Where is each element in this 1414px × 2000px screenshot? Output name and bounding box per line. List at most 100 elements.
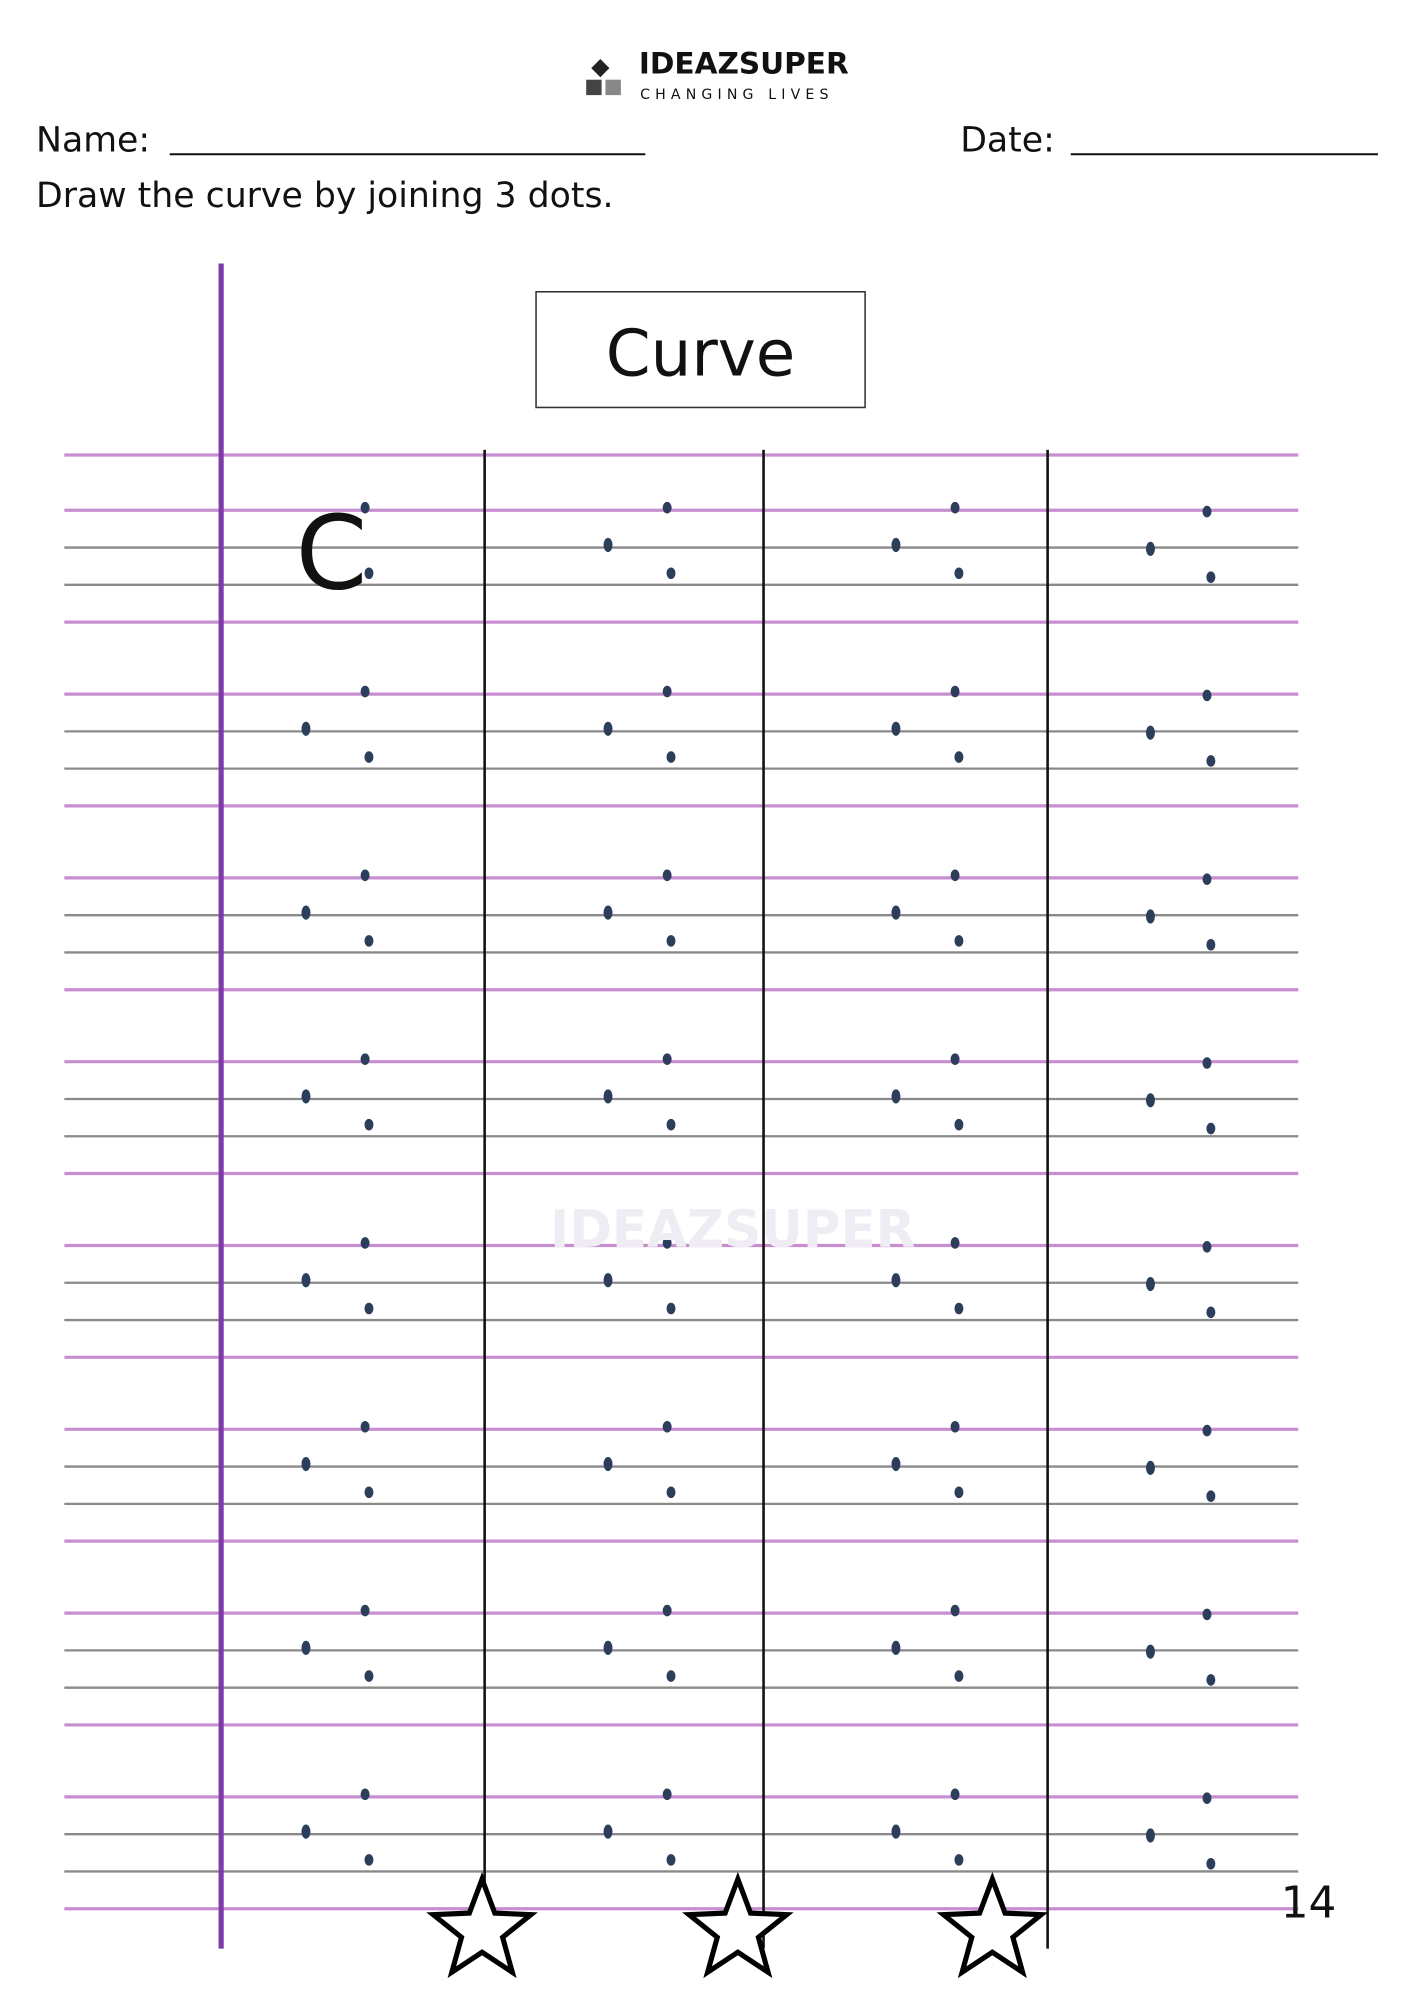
guide-dot	[666, 935, 676, 947]
guide-dot	[666, 1854, 676, 1866]
guide-dot	[666, 567, 676, 580]
guide-dot	[1206, 938, 1216, 951]
guide-dot	[1202, 1792, 1212, 1804]
guide-dot	[954, 1118, 964, 1131]
guide-dot	[603, 1456, 613, 1472]
guide-dot	[950, 685, 960, 698]
guide-dot	[950, 1053, 960, 1065]
guide-dot	[364, 567, 374, 580]
guide-dot	[1202, 1057, 1212, 1069]
guide-dot	[1145, 725, 1155, 740]
guide-dot	[364, 935, 374, 947]
guide-dot	[364, 1670, 374, 1682]
guide-dot	[1145, 1828, 1155, 1843]
guide-dot	[364, 1854, 374, 1866]
guide-dot	[364, 1486, 374, 1499]
guide-dot	[662, 1237, 672, 1249]
guide-dot	[1206, 571, 1216, 583]
guide-dot	[891, 721, 901, 736]
guide-dot	[954, 751, 964, 763]
guide-dot	[950, 1604, 960, 1617]
guide-dot	[364, 751, 374, 763]
guide-dot	[1202, 1608, 1212, 1621]
guide-dot	[950, 1788, 960, 1801]
guide-dot	[301, 905, 311, 920]
guide-dot	[1206, 1122, 1216, 1135]
logo-tagline: CHANGING LIVES	[640, 87, 833, 103]
guide-dot	[1145, 1276, 1155, 1292]
guide-dot	[662, 1604, 672, 1617]
logo-name: IDEAZSUPER	[639, 46, 849, 80]
page-number: 14	[1281, 1878, 1337, 1929]
logo-icon	[605, 79, 621, 96]
guide-dot	[891, 905, 901, 920]
guide-dot	[1202, 689, 1212, 702]
instruction: Draw the curve by joining 3 dots.	[36, 176, 614, 216]
guide-dot	[360, 1053, 370, 1065]
guide-dot	[603, 905, 613, 920]
guide-dot	[666, 1486, 676, 1499]
guide-dot	[1206, 1490, 1216, 1502]
guide-dot	[360, 869, 370, 882]
guide-dot	[1202, 505, 1212, 518]
guide-dot	[603, 721, 613, 736]
guide-dot	[662, 869, 672, 882]
guide-dot	[891, 537, 901, 553]
guide-dot	[301, 1273, 311, 1288]
guide-dot	[891, 1456, 901, 1472]
guide-dot	[666, 1670, 676, 1682]
guide-dot	[603, 1640, 613, 1655]
guide-dot	[1145, 1644, 1155, 1659]
guide-dot	[891, 1089, 901, 1104]
guide-dot	[301, 1456, 311, 1472]
guide-dot	[603, 537, 613, 553]
guide-dot	[301, 721, 311, 736]
guide-dot	[891, 1640, 901, 1655]
guide-dot	[954, 567, 964, 580]
guide-dot	[1145, 1460, 1155, 1475]
star	[682, 1871, 794, 1979]
guide-dot	[1202, 1241, 1212, 1253]
guide-dot	[662, 1420, 672, 1433]
worksheet-title: Curve	[606, 316, 796, 391]
guide-dot	[662, 685, 672, 698]
guide-dot	[603, 1824, 613, 1839]
guide-dot	[360, 1788, 370, 1801]
guide-dot	[950, 869, 960, 882]
guide-dot	[954, 1854, 964, 1866]
guide-dot	[360, 685, 370, 698]
guide-dot	[1206, 1306, 1216, 1319]
guide-dot	[360, 1604, 370, 1617]
ruled-paper	[64, 263, 1299, 1979]
guide-dot	[364, 1118, 374, 1131]
guide-dot	[954, 1302, 964, 1315]
date-label: Date:	[960, 121, 1055, 161]
logo: IDEAZSUPER CHANGING LIVES	[586, 46, 849, 103]
name-label: Name:	[36, 121, 150, 161]
guide-dot	[662, 1053, 672, 1065]
guide-dot	[950, 1420, 960, 1433]
guide-dot	[301, 1824, 311, 1839]
guide-dot	[1206, 1857, 1216, 1870]
guide-dot	[360, 501, 370, 514]
guide-dot	[301, 1089, 311, 1104]
guide-dot	[1145, 909, 1155, 924]
guide-dot	[1145, 541, 1155, 556]
logo-icon	[586, 79, 602, 96]
guide-dot	[954, 1486, 964, 1499]
guide-dot	[891, 1273, 901, 1288]
guide-dot	[950, 501, 960, 514]
star	[936, 1871, 1049, 1979]
guide-dot	[364, 1302, 374, 1315]
guide-dot	[954, 1670, 964, 1682]
guide-dot	[662, 1788, 672, 1801]
guide-dot	[1202, 873, 1212, 885]
guide-dot	[301, 1640, 311, 1655]
title-box	[535, 291, 866, 409]
guide-dot	[950, 1237, 960, 1249]
guide-dot	[1206, 1674, 1216, 1686]
guide-dot	[891, 1824, 901, 1839]
guide-dot	[360, 1420, 370, 1433]
